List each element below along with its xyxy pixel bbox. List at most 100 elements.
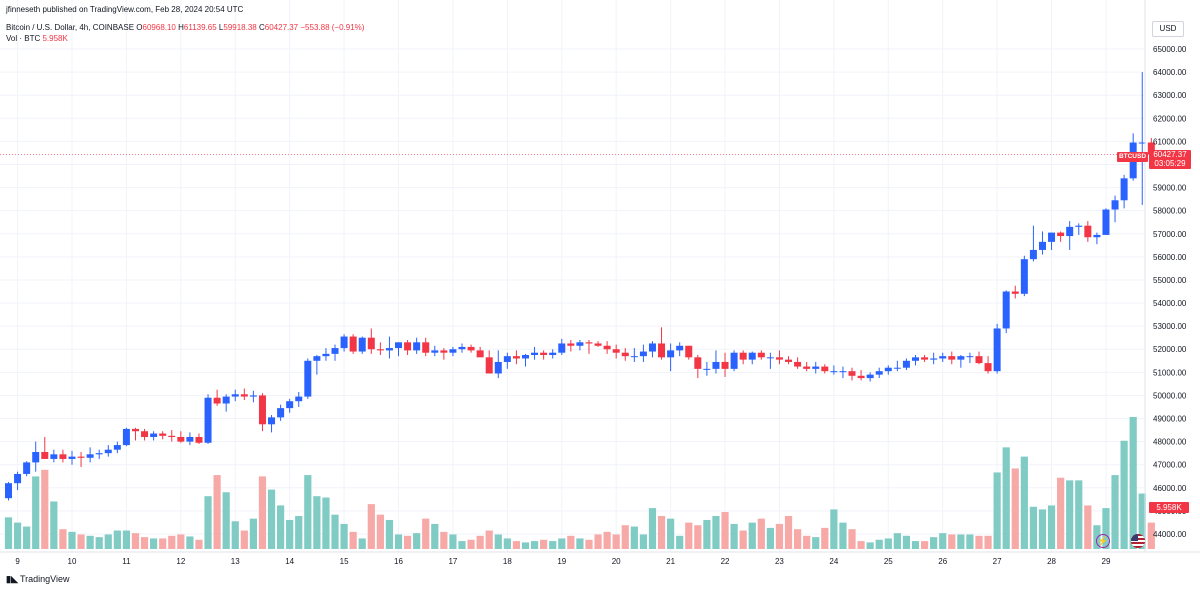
volume-bar bbox=[222, 492, 230, 549]
symbol-ohlc-line: Bitcoin / U.S. Dollar, 4h, COINBASE O609… bbox=[6, 23, 364, 32]
volume-bar bbox=[422, 518, 430, 549]
volume-label[interactable]: Vol · BTC bbox=[6, 34, 41, 43]
candle-body bbox=[358, 337, 366, 352]
high-label: H bbox=[178, 23, 184, 32]
volume-bar bbox=[267, 489, 276, 549]
volume-bar bbox=[784, 516, 793, 549]
volume-bar bbox=[567, 535, 575, 549]
candle-body bbox=[957, 356, 965, 360]
volume-bar bbox=[594, 534, 602, 549]
volume-bar bbox=[676, 535, 684, 549]
candle-body bbox=[630, 356, 638, 358]
volume-bar bbox=[41, 469, 49, 549]
candle-body bbox=[422, 342, 430, 353]
candle-body bbox=[50, 454, 58, 459]
volume-bar bbox=[540, 539, 548, 549]
time-axis[interactable]: 9 10 11 12 13 14 15 16 17 18 19 20 21 22 23 24 25 26 27 28 2… bbox=[0, 551, 1200, 566]
volume-bar bbox=[821, 527, 829, 549]
candle-body bbox=[322, 353, 330, 357]
volume-bar bbox=[521, 542, 530, 549]
candle-body bbox=[512, 356, 520, 359]
candle-body bbox=[531, 352, 539, 356]
candle-body bbox=[295, 396, 303, 402]
volume-bar bbox=[1066, 480, 1074, 549]
volume-value: 5.958K bbox=[42, 34, 68, 43]
volume-bar bbox=[68, 531, 76, 549]
tradingview-logo-icon: ▮◣ bbox=[6, 574, 18, 584]
candle-body bbox=[240, 394, 248, 397]
volume-bar bbox=[258, 476, 267, 549]
candle-body bbox=[694, 357, 702, 369]
volume-bar bbox=[213, 475, 221, 549]
candle-body bbox=[95, 453, 103, 455]
candle-body bbox=[1147, 142, 1155, 155]
volume-bar bbox=[757, 518, 765, 549]
volume-bar bbox=[286, 519, 294, 549]
volume-bar bbox=[59, 529, 67, 549]
time-tick-label: 10 bbox=[68, 557, 77, 566]
time-tick-label: 28 bbox=[1047, 557, 1056, 566]
candle-body bbox=[930, 358, 938, 360]
volume-bar bbox=[1084, 505, 1092, 549]
price-tick-label: 48000.00 bbox=[1153, 438, 1187, 447]
volume-bar bbox=[131, 533, 140, 549]
last-price-value: 60427.37 bbox=[1153, 150, 1187, 159]
candle-body bbox=[1029, 249, 1037, 260]
volume-bar bbox=[957, 534, 965, 549]
volume-bar bbox=[32, 476, 40, 549]
volume-bar bbox=[358, 538, 366, 549]
candle-body bbox=[667, 350, 675, 358]
candle-body bbox=[431, 350, 439, 353]
volume-bar bbox=[648, 508, 657, 549]
us-flag-icon[interactable] bbox=[1131, 534, 1145, 548]
candle-body bbox=[449, 349, 457, 353]
time-tick-label: 22 bbox=[721, 557, 730, 566]
chart-grid bbox=[0, 0, 1145, 552]
candle-body bbox=[304, 360, 312, 397]
volume-bar bbox=[86, 535, 94, 549]
volume-bar bbox=[621, 525, 629, 549]
volume-bar bbox=[195, 539, 203, 549]
candle-body bbox=[785, 359, 793, 362]
volume-bar bbox=[549, 541, 557, 549]
volume-bar bbox=[340, 523, 348, 549]
volume-bar bbox=[775, 523, 784, 549]
open-value: 60968.10 bbox=[142, 23, 176, 32]
volume-bar bbox=[304, 475, 312, 549]
volume-bar bbox=[902, 535, 911, 549]
candle-body bbox=[721, 361, 729, 369]
candle-body bbox=[948, 356, 956, 360]
open-label: O bbox=[136, 23, 143, 32]
candle-body bbox=[621, 352, 629, 357]
candle-body bbox=[249, 395, 257, 397]
candle-body bbox=[576, 342, 584, 346]
volume-bar bbox=[186, 536, 194, 549]
volume-bar bbox=[1038, 509, 1047, 549]
symbol-title[interactable]: Bitcoin / U.S. Dollar, 4h, COINBASE bbox=[6, 23, 135, 32]
candle-body bbox=[1002, 291, 1010, 329]
time-tick-label: 27 bbox=[993, 557, 1002, 566]
time-tick-label: 11 bbox=[122, 557, 131, 566]
volume-bar bbox=[449, 534, 457, 549]
price-axis[interactable]: 44000.0045000.0046000.0047000.0048000.00… bbox=[1144, 0, 1187, 552]
tradingview-logo[interactable]: ▮◣ TradingView bbox=[6, 574, 70, 585]
volume-bar bbox=[313, 496, 321, 549]
candle-body bbox=[331, 348, 339, 354]
candle-body bbox=[821, 366, 829, 372]
flash-icon[interactable]: ⚡ bbox=[1096, 534, 1110, 548]
candle-body bbox=[603, 345, 611, 350]
candles bbox=[5, 72, 1155, 501]
price-tick-label: 61000.00 bbox=[1153, 137, 1187, 146]
price-tick-label: 63000.00 bbox=[1153, 91, 1187, 100]
currency-button[interactable]: USD bbox=[1152, 21, 1184, 37]
bar-countdown: 03:05:29 bbox=[1154, 159, 1186, 168]
candle-body bbox=[340, 336, 348, 349]
volume-bar bbox=[730, 523, 738, 549]
candle-body bbox=[540, 352, 548, 356]
candle-body bbox=[921, 357, 929, 360]
volume-bar bbox=[1057, 477, 1065, 549]
volume-bar bbox=[920, 541, 929, 549]
volume-bar bbox=[240, 530, 248, 549]
price-tick-label: 55000.00 bbox=[1153, 276, 1187, 285]
